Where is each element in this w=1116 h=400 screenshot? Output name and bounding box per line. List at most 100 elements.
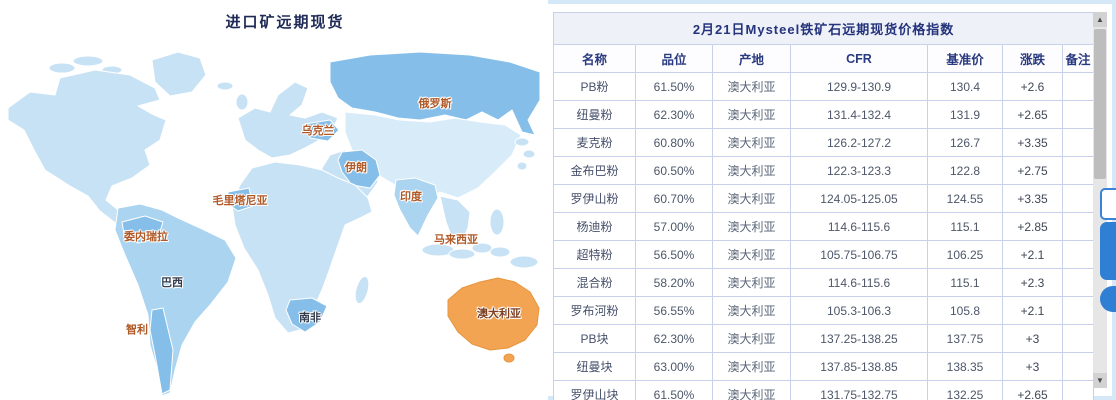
map-label: 伊朗 (345, 162, 367, 174)
philippines (489, 208, 505, 236)
greenland (151, 51, 207, 97)
column-header: 名称 (553, 44, 636, 73)
column-header: CFR (790, 44, 928, 73)
map-label: 委内瑞拉 (124, 231, 168, 243)
cell-note (1061, 184, 1095, 213)
cell-grade: 58.20% (635, 268, 713, 297)
cell-note (1061, 268, 1095, 297)
map-label: 智利 (126, 324, 148, 336)
cell-change: +2.75 (1002, 156, 1063, 185)
united-kingdom (235, 93, 249, 111)
table-row: 罗伊山粉 60.70% 澳大利亚 124.05-125.05 124.55 +3.35 (553, 184, 1095, 213)
continent-europe (237, 81, 339, 159)
cell-note (1061, 100, 1095, 129)
cell-cfr: 105.75-106.75 (790, 240, 928, 269)
cell-base: 105.8 (927, 296, 1003, 325)
floating-widget-round-button[interactable] (1100, 286, 1116, 312)
cell-grade: 56.50% (635, 240, 713, 269)
cell-name: 超特粉 (553, 240, 636, 269)
cell-origin: 澳大利亚 (712, 352, 791, 381)
cell-cfr: 105.3-106.3 (790, 296, 928, 325)
japan-island (522, 149, 536, 159)
country-chile (149, 307, 174, 395)
map-label: 南非 (299, 312, 321, 324)
indonesia-island (489, 246, 511, 258)
cell-origin: 澳大利亚 (712, 184, 791, 213)
cell-note (1061, 156, 1095, 185)
cell-name: 混合粉 (553, 268, 636, 297)
cell-name: 罗伊山粉 (553, 184, 636, 213)
arctic-island (48, 62, 76, 74)
cell-name: 纽曼块 (553, 352, 636, 381)
arctic-island (72, 55, 104, 67)
cell-grade: 61.50% (635, 380, 713, 400)
cell-origin: 澳大利亚 (712, 72, 791, 101)
table-row: 超特粉 56.50% 澳大利亚 105.75-106.75 106.25 +2.1 (553, 240, 1095, 269)
cell-name: 麦克粉 (553, 128, 636, 157)
cell-change: +2.6 (1002, 72, 1063, 101)
table-row: 杨迪粉 57.00% 澳大利亚 114.6-115.6 115.1 +2.85 (553, 212, 1095, 241)
cell-change: +3.35 (1002, 128, 1063, 157)
world-map (7, 51, 541, 397)
cell-cfr: 131.4-132.4 (790, 100, 928, 129)
cell-grade: 62.30% (635, 324, 713, 353)
tasmania (503, 353, 515, 363)
cell-note (1061, 296, 1095, 325)
column-header: 涨跌 (1002, 44, 1063, 73)
cell-origin: 澳大利亚 (712, 268, 791, 297)
map-label: 毛里塔尼亚 (212, 195, 268, 207)
cell-grade: 61.50% (635, 72, 713, 101)
map-label: 俄罗斯 (418, 98, 452, 110)
cell-base: 126.7 (927, 128, 1003, 157)
country-russia (329, 51, 541, 136)
cell-cfr: 137.25-138.25 (790, 324, 928, 353)
cell-note (1061, 212, 1095, 241)
column-header: 备注 (1061, 44, 1095, 73)
cell-cfr: 126.2-127.2 (790, 128, 928, 157)
cell-grade: 63.00% (635, 352, 713, 381)
scrollbar-thumb[interactable] (1094, 29, 1106, 179)
cell-name: 杨迪粉 (553, 212, 636, 241)
iron-ore-price-table: 2月21日Mysteel铁矿石远期现货价格指数 名称 品位 产地 CFR 基准价 涨跌 备注… (552, 12, 1095, 400)
scroll-up-arrow-icon[interactable]: ▲ (1093, 12, 1107, 27)
map-label: 印度 (400, 191, 422, 203)
price-table-panel: 2月21日Mysteel铁矿石远期现货价格指数 名称 品位 产地 CFR 基准价 涨跌 备注… (552, 12, 1095, 400)
cell-origin: 澳大利亚 (712, 212, 791, 241)
cell-grade: 57.00% (635, 212, 713, 241)
cell-change: +2.65 (1002, 100, 1063, 129)
floating-widget-button[interactable] (1100, 188, 1116, 220)
indonesia-island (471, 242, 493, 254)
table-row: 纽曼块 63.00% 澳大利亚 137.85-138.85 138.35 +3 (553, 352, 1095, 381)
cell-change: +2.3 (1002, 268, 1063, 297)
cell-base: 131.9 (927, 100, 1003, 129)
map-label: 澳大利亚 (477, 308, 521, 320)
cell-change: +2.65 (1002, 380, 1063, 400)
iceland (216, 81, 234, 91)
cell-change: +3 (1002, 324, 1063, 353)
table-row: 纽曼粉 62.30% 澳大利亚 131.4-132.4 131.9 +2.65 (553, 100, 1095, 129)
indonesia-island (448, 248, 476, 260)
cell-name: PB块 (553, 324, 636, 353)
country-venezuela (121, 215, 164, 244)
scroll-down-arrow-icon[interactable]: ▼ (1093, 373, 1107, 388)
floating-widget-panel[interactable] (1100, 222, 1116, 280)
cell-grade: 62.30% (635, 100, 713, 129)
table-row: 金布巴粉 60.50% 澳大利亚 122.3-123.3 122.8 +2.75 (553, 156, 1095, 185)
table-row: 麦克粉 60.80% 澳大利亚 126.2-127.2 126.7 +3.35 (553, 128, 1095, 157)
cell-cfr: 124.05-125.05 (790, 184, 928, 213)
new-guinea (509, 255, 539, 269)
country-ukraine (304, 119, 340, 142)
japan-island (516, 161, 528, 171)
cell-name: 罗布河粉 (553, 296, 636, 325)
cell-cfr: 122.3-123.3 (790, 156, 928, 185)
column-header: 基准价 (927, 44, 1003, 73)
cell-origin: 澳大利亚 (712, 100, 791, 129)
cell-change: +3.35 (1002, 184, 1063, 213)
cell-origin: 澳大利亚 (712, 240, 791, 269)
cell-name: 金布巴粉 (553, 156, 636, 185)
cell-note (1061, 324, 1095, 353)
continent-north-america (7, 69, 167, 226)
table-row: PB块 62.30% 澳大利亚 137.25-138.25 137.75 +3 (553, 324, 1095, 353)
continent-south-america (114, 203, 237, 397)
